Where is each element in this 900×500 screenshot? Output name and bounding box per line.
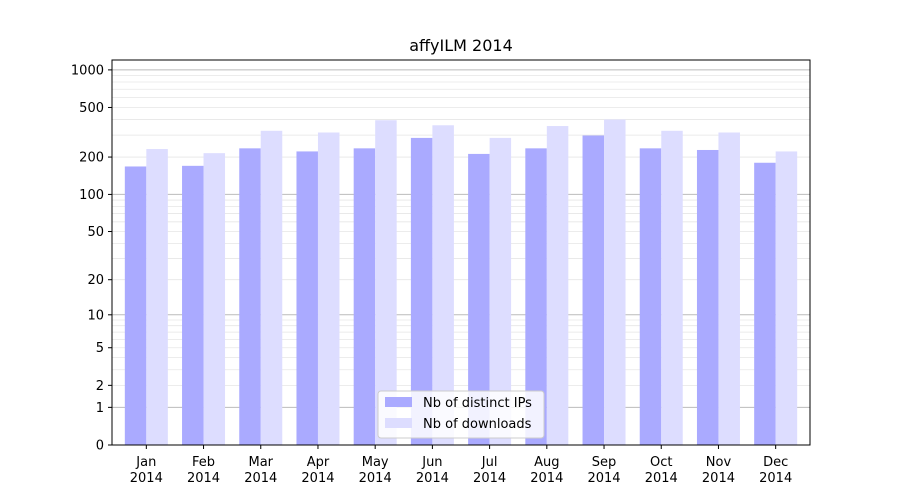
x-tick-label-year: 2014 — [187, 471, 220, 486]
x-tick-label-month: Apr — [307, 455, 330, 470]
y-tick-label: 50 — [87, 225, 104, 240]
bar-distinct-ips-5 — [410, 137, 433, 445]
legend-label: Nb of downloads — [423, 417, 532, 432]
bar-distinct-ips-8 — [582, 135, 605, 445]
bar-downloads-7 — [546, 126, 569, 445]
bar-distinct-ips-3 — [296, 151, 318, 445]
x-tick-label-month: Jan — [135, 455, 156, 470]
bar-downloads-1 — [203, 153, 226, 446]
bar-distinct-ips-9 — [639, 148, 662, 445]
y-tick-label: 200 — [79, 151, 104, 166]
legend-swatch — [385, 418, 412, 428]
x-tick-label-year: 2014 — [587, 471, 620, 486]
x-tick-label-year: 2014 — [130, 471, 163, 486]
y-tick-label: 1 — [96, 401, 104, 416]
bar-distinct-ips-2 — [239, 148, 261, 445]
x-tick-label-month: Aug — [534, 455, 559, 470]
x-tick-label-month: Sep — [592, 455, 617, 470]
bar-downloads-11 — [775, 151, 798, 445]
x-tick-label-year: 2014 — [301, 471, 334, 486]
bar-downloads-5 — [432, 125, 454, 445]
y-tick-label: 5 — [96, 341, 104, 356]
x-tick-label-month: Oct — [650, 455, 672, 470]
bar-downloads-4 — [375, 120, 397, 445]
bar-distinct-ips-0 — [124, 166, 147, 445]
x-tick-label-year: 2014 — [530, 471, 563, 486]
x-tick-label-month: Dec — [763, 455, 788, 470]
x-tick-label-year: 2014 — [759, 471, 792, 486]
y-tick-label: 1000 — [71, 63, 104, 78]
y-tick-label: 100 — [79, 188, 104, 203]
y-tick-label: 0 — [96, 439, 104, 454]
x-tick-label-year: 2014 — [244, 471, 277, 486]
x-tick-label-year: 2014 — [702, 471, 735, 486]
chart-title: affyILM 2014 — [409, 36, 513, 55]
x-tick-label-year: 2014 — [645, 471, 678, 486]
bar-downloads-10 — [718, 132, 740, 446]
x-axis: Jan2014Feb2014Mar2014Apr2014May2014Jun20… — [130, 445, 792, 486]
bar-downloads-9 — [661, 130, 683, 445]
x-tick-label-month: Feb — [192, 455, 215, 470]
x-tick-label-year: 2014 — [416, 471, 449, 486]
x-tick-label-year: 2014 — [359, 471, 392, 486]
legend-label: Nb of distinct IPs — [423, 396, 532, 411]
bars — [124, 119, 798, 446]
legend-swatch — [385, 397, 412, 407]
y-tick-label: 500 — [79, 101, 104, 116]
x-tick-label-month: Jun — [421, 455, 442, 470]
bar-downloads-0 — [146, 149, 168, 445]
bar-distinct-ips-7 — [525, 148, 547, 445]
bar-distinct-ips-1 — [182, 165, 204, 446]
legend-box — [377, 390, 545, 439]
x-tick-label-month: Nov — [706, 455, 732, 470]
x-tick-label-month: Jul — [481, 455, 498, 470]
bar-distinct-ips-6 — [468, 153, 490, 445]
bar-distinct-ips-10 — [696, 149, 719, 445]
y-axis: 0 1 2 5 10 20 50 100 200 500 1000 — [71, 63, 112, 454]
bar-downloads-6 — [489, 137, 512, 445]
y-tick-label: 2 — [96, 379, 104, 394]
x-tick-label-month: Mar — [248, 455, 273, 470]
legend: Nb of distinct IPs Nb of downloads — [377, 390, 545, 439]
bar-downloads-8 — [604, 119, 626, 446]
y-tick-label: 20 — [87, 273, 104, 288]
plot-frame — [111, 59, 811, 446]
bar-downloads-3 — [317, 132, 340, 446]
y-tick-label: 10 — [87, 308, 104, 323]
bar-distinct-ips-4 — [353, 148, 376, 445]
x-tick-label-month: May — [362, 455, 389, 470]
bar-distinct-ips-11 — [754, 162, 776, 446]
x-tick-label-year: 2014 — [473, 471, 506, 486]
bar-downloads-2 — [260, 130, 283, 445]
